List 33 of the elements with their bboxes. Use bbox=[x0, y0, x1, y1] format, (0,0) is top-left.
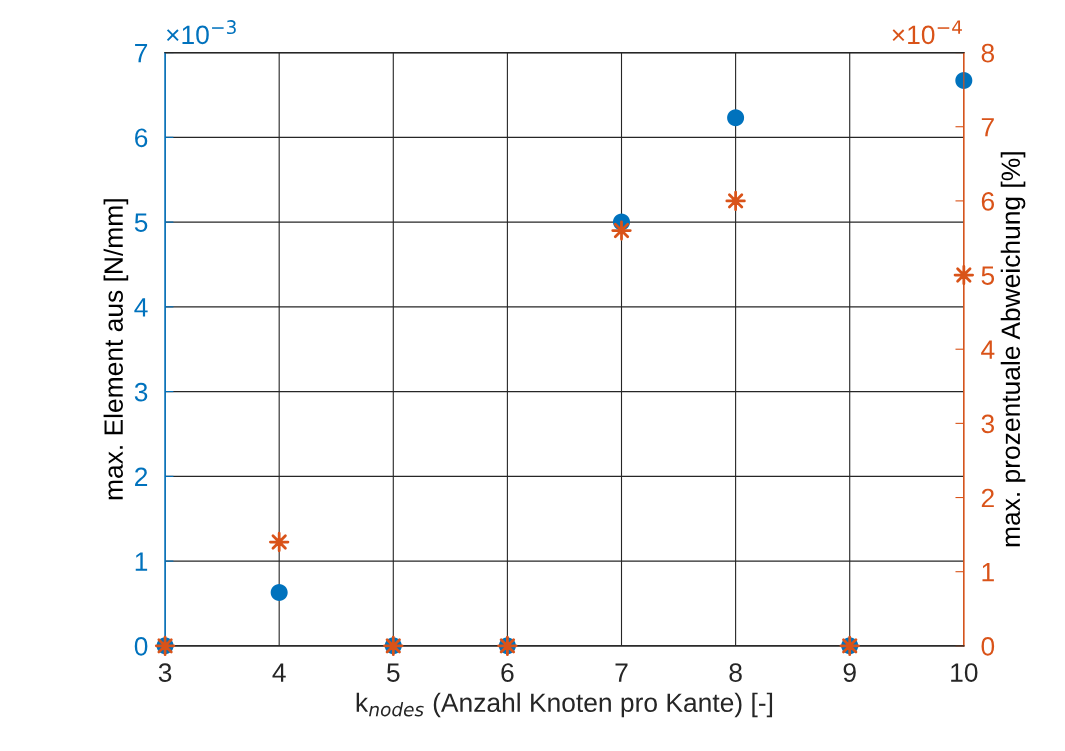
x-tick-label: 8 bbox=[729, 663, 742, 682]
y2-tick-label: 1 bbox=[982, 563, 994, 582]
x-tick-label: 9 bbox=[843, 663, 856, 682]
y-tick-label: 0 bbox=[134, 636, 148, 656]
x-tick-label: 5 bbox=[387, 663, 400, 682]
text: ×10$^{−3}$ bbox=[166, 20, 236, 45]
x-tick-label: 7 bbox=[615, 663, 628, 682]
y-tick-label: 2 bbox=[135, 467, 148, 486]
y-tick-label: 3 bbox=[134, 382, 148, 402]
point bbox=[270, 583, 288, 601]
x-axis-title: k$_{nodes}$ (Anzahl Knoten pro Kante) [-] bbox=[356, 692, 773, 718]
point bbox=[955, 72, 973, 90]
y2-axis-title: max. prozentuale Abweichung [%] bbox=[1000, 152, 1026, 547]
x-tick-label: 4 bbox=[272, 663, 286, 682]
y-tick-label: 1 bbox=[135, 552, 148, 571]
text: ×10$^{−4}$ bbox=[892, 20, 962, 45]
point bbox=[727, 109, 745, 127]
x-tick-label: 6 bbox=[501, 663, 514, 682]
x-tick-label: 10 bbox=[951, 663, 978, 682]
y2-tick-label: 4 bbox=[981, 340, 995, 359]
y2-tick-label: 7 bbox=[981, 118, 994, 137]
y2-tick-label: 6 bbox=[981, 192, 995, 211]
y2-tick-label: 0 bbox=[981, 636, 995, 656]
y-tick-label: 5 bbox=[134, 213, 148, 232]
y-axis-title: max. Element aus [N/mm] bbox=[103, 199, 129, 500]
y2-tick-label: 3 bbox=[981, 414, 995, 434]
y-tick-label: 6 bbox=[135, 128, 148, 148]
y2-tick-label: 5 bbox=[981, 266, 995, 285]
x-tick-label: 3 bbox=[158, 663, 172, 682]
y-tick-label: 7 bbox=[135, 43, 148, 63]
y2-tick-label: 2 bbox=[981, 488, 994, 508]
y2-tick-label: 8 bbox=[981, 43, 995, 63]
y-tick-label: 4 bbox=[134, 298, 148, 317]
